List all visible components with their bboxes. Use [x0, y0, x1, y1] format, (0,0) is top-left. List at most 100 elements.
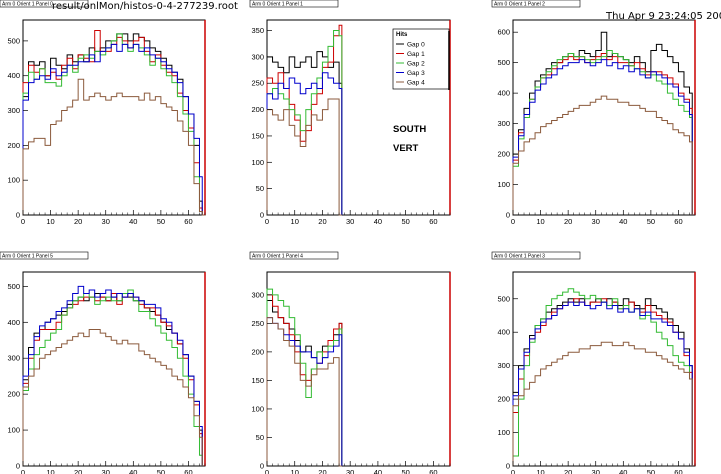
x-tick-label: 50 — [401, 468, 409, 474]
x-tick-label: 40 — [129, 217, 137, 226]
legend-entry: Gap 0 — [407, 42, 425, 49]
legend-entry: Gap 1 — [407, 51, 425, 58]
x-tick-label: 30 — [102, 217, 110, 226]
panel-title: Arm 0 Orient 1 Panel 5 — [2, 254, 53, 260]
y-tick-label: 100 — [251, 404, 264, 413]
panel-title-box — [491, 251, 581, 260]
annotation-south: SOUTH — [393, 124, 426, 135]
x-tick-label: 50 — [157, 468, 165, 474]
panel-title: Arm 0 Orient 1 Panel 4 — [252, 254, 303, 260]
x-tick-label: 60 — [429, 217, 437, 226]
y-tick-label: 350 — [251, 26, 264, 35]
panel-title: Arm 0 Orient 1 Panel 3 — [494, 254, 545, 260]
x-tick-label: 40 — [374, 468, 382, 474]
legend-entry: Gap 4 — [407, 80, 425, 87]
panel-title-box — [249, 251, 339, 260]
x-tick-label: 30 — [346, 217, 354, 226]
x-tick-label: 60 — [184, 217, 192, 226]
legend: Hits Gap 0 Gap 1 Gap 2 Gap 3 Gap 4 — [392, 28, 450, 90]
x-tick-label: 30 — [102, 468, 110, 474]
series-line-gap-3 — [512, 301, 693, 466]
y-tick-label: 100 — [251, 158, 264, 167]
y-tick-label: 0 — [16, 462, 20, 471]
series-line-gap-3 — [266, 72, 343, 215]
file-path-label: result/onlMon/histos-0-4-277239.root — [52, 1, 238, 12]
panel-title: Arm 0 Orient 1 Panel 0 — [2, 2, 53, 8]
x-tick-label: 30 — [592, 217, 600, 226]
plot-frame — [512, 19, 696, 216]
panel-title-box — [491, 0, 581, 8]
series-line-gap-0 — [266, 51, 343, 215]
x-tick-label: 40 — [619, 468, 627, 474]
y-tick-label: 200 — [7, 141, 20, 150]
plot-frame — [22, 19, 206, 216]
series-line-gap-3 — [22, 285, 203, 466]
x-tick-label: 40 — [129, 468, 137, 474]
series-line-gap-4 — [512, 95, 693, 215]
x-tick-label: 0 — [265, 468, 269, 474]
series-line-gap-3 — [512, 59, 693, 215]
x-tick-label: 10 — [46, 217, 54, 226]
histogram-panel-3: Arm 0 Orient 1 Panel 5 0 10 20 30 40 50 60 0 100 2… — [0, 251, 206, 474]
y-tick-label: 100 — [7, 176, 20, 185]
y-tick-label: 100 — [497, 180, 510, 189]
series-line-gap-2 — [22, 33, 205, 216]
x-tick-label: 60 — [429, 468, 437, 474]
x-tick-label: 20 — [74, 468, 82, 474]
series-line-gap-4 — [22, 328, 203, 466]
y-tick-label: 0 — [260, 211, 264, 220]
x-tick-label: 50 — [157, 217, 165, 226]
series-line-gap-4 — [266, 317, 342, 467]
x-tick-label: 10 — [536, 217, 544, 226]
histogram-panel-2: Arm 0 Orient 1 Panel 20 10 20 30 40 50 6001002… — [491, 0, 696, 226]
y-tick-label: 400 — [7, 318, 20, 327]
x-tick-label: 0 — [21, 217, 25, 226]
series-line-gap-4 — [512, 341, 693, 466]
x-tick-label: 0 — [21, 468, 25, 474]
plot-frame — [266, 271, 451, 467]
series-line-gap-3 — [22, 43, 205, 216]
y-tick-label: 0 — [506, 211, 510, 220]
y-tick-label: 0 — [260, 462, 264, 471]
panel-title-box — [249, 0, 339, 8]
x-tick-label: 60 — [184, 468, 192, 474]
x-tick-label: 30 — [346, 468, 354, 474]
x-tick-label: 20 — [564, 468, 572, 474]
y-tick-label: 300 — [497, 119, 510, 128]
y-tick-label: 250 — [251, 319, 264, 328]
y-tick-label: 100 — [7, 426, 20, 435]
y-tick-label: 150 — [251, 376, 264, 385]
histogram-panel-1: Arm 0 Orient 1 Panel 1 0 10 20 30 40 50 60 0 50 10… — [249, 0, 451, 226]
legend-entry: Gap 3 — [407, 70, 425, 77]
plot-frame — [22, 271, 206, 467]
panel-title-box — [0, 251, 89, 260]
y-tick-label: 600 — [497, 28, 510, 37]
x-tick-label: 40 — [374, 217, 382, 226]
y-tick-label: 500 — [7, 282, 20, 291]
y-tick-label: 50 — [256, 433, 264, 442]
legend-box — [392, 28, 450, 90]
x-tick-label: 20 — [564, 217, 572, 226]
y-tick-label: 400 — [7, 71, 20, 80]
y-tick-label: 300 — [251, 290, 264, 299]
y-tick-label: 50 — [256, 184, 264, 193]
y-tick-label: 400 — [497, 89, 510, 98]
y-tick-label: 300 — [7, 354, 20, 363]
y-tick-label: 250 — [251, 79, 264, 88]
y-tick-label: 400 — [497, 328, 510, 337]
series-line-gap-2 — [22, 289, 203, 466]
histogram-panel-4: Arm 0 Orient 1 Panel 4 0 10 20 30 40 50 60 0 50 10… — [249, 251, 451, 474]
y-tick-label: 0 — [16, 211, 20, 220]
legend-entry: Gap 2 — [407, 61, 425, 68]
y-tick-label: 300 — [497, 361, 510, 370]
x-tick-label: 40 — [619, 217, 627, 226]
x-tick-label: 50 — [647, 468, 655, 474]
x-tick-label: 60 — [674, 217, 682, 226]
y-tick-label: 500 — [497, 58, 510, 67]
y-tick-label: 500 — [7, 36, 20, 45]
x-tick-label: 10 — [291, 468, 299, 474]
x-tick-label: 20 — [318, 468, 326, 474]
histogram-panel-5: Arm 0 Orient 1 Panel 3 0 10 20 30 40 50 60 0 100 2… — [491, 251, 696, 474]
y-tick-label: 300 — [7, 106, 20, 115]
